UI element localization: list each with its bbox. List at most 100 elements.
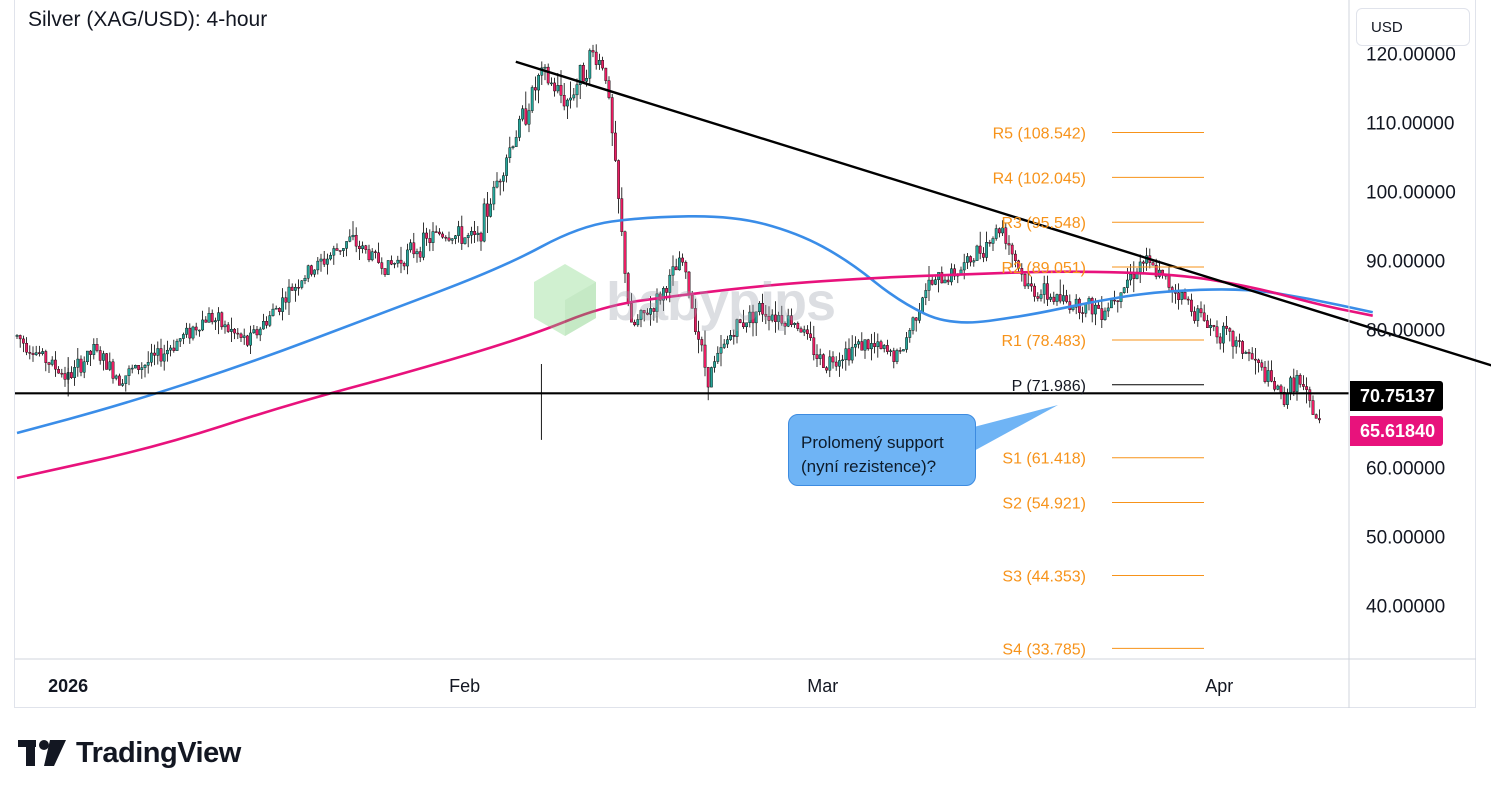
candle-body [383,268,387,275]
candle-body [873,343,877,347]
candle-body [63,373,67,380]
candle-body [1276,385,1280,390]
candle-body [674,266,678,271]
candle-body [569,97,573,101]
candle-body [1289,377,1293,395]
candle-body [754,311,758,324]
candle-body [521,108,525,120]
last-price-badge: 65.61840 [1350,416,1444,446]
callout-pointer [970,405,1058,452]
pivot-label: S2 (54.921) [1002,496,1086,513]
chart-overlays [15,60,1491,452]
candle-body [1228,328,1232,332]
candle-body [1129,274,1133,281]
pivot-label: R4 (102.045) [993,170,1086,187]
candle-body [1125,279,1129,288]
candle-body [85,350,89,363]
currency-button[interactable]: USD [1356,8,1470,46]
candle-body [1167,275,1171,288]
candle-body [185,327,188,335]
candle-body [1033,285,1037,297]
candle-body [178,338,182,342]
candle-body [1295,374,1299,392]
candle-body [271,308,275,316]
candle-body [476,232,480,235]
candle-body [982,253,985,258]
candle-body [838,360,841,367]
candle-body [316,260,320,271]
candle-body [338,250,342,252]
candle-body [978,245,982,254]
ma-fast-line [16,215,1374,435]
candle-body [1026,283,1030,287]
candle-body [553,82,557,92]
candle-body [489,203,492,217]
tradingview-logo[interactable]: TradingView [18,736,241,770]
candle-body [882,345,886,349]
candle-body [524,108,528,125]
candle-body [927,279,931,291]
candle-body [265,321,268,326]
candle-body [54,359,57,370]
candle-body [197,329,201,332]
price-chart[interactable]: R5 (108.542) R4 (102.045) R3 (95.548) R2 (8… [0,0,1491,710]
candle-body [1237,340,1241,342]
candle-body [41,351,45,354]
candle-body [620,198,624,232]
candle-body [156,348,160,356]
candle-body [1106,307,1110,312]
candle-body [591,50,595,53]
candle-body [114,375,118,379]
candle-body [546,66,550,84]
candle-body [761,303,765,315]
candle-body [348,236,352,242]
candle-body [1074,298,1078,308]
tradingview-icon [18,740,66,766]
candle-body [684,261,688,273]
candle-body [508,147,512,159]
callout-line-2: (nyní rezistence)? [801,457,937,476]
candle-body [153,352,156,356]
candle-body [780,315,784,324]
candle-body [1260,362,1264,368]
candle-body [706,367,710,388]
watermark-text: babypips [606,272,836,332]
candle-body [953,268,957,277]
candle-body [249,332,252,346]
candle-body [482,203,486,242]
candle-body [610,97,614,134]
descending-trendline[interactable] [515,60,1491,388]
candle-body [614,132,617,161]
candle-body [431,231,435,243]
candle-body [44,351,48,363]
candle-body [479,232,483,242]
x-tick-label: Feb [449,676,480,696]
candle-body [268,315,272,326]
candle-body [262,321,265,330]
candle-body [95,344,99,351]
candle-body [162,353,166,362]
candle-body [92,344,96,355]
candle-body [783,322,787,327]
candle-body [850,346,854,361]
candle-body [767,316,771,321]
candle-body [287,286,291,303]
candle-body [540,67,544,76]
candle-body [646,312,649,315]
axes: 120.00000 110.00000 100.00000 90.00000 80.00… [15,0,1476,708]
candle-body [281,297,284,312]
candle-body [1061,295,1065,302]
candle-body [25,342,28,353]
candle-body [790,315,793,325]
candle-body [742,322,745,328]
candle-body [1244,351,1248,354]
candle-body [735,319,739,337]
candlestick-series [15,44,1321,440]
candle-body [409,242,412,251]
candle-body [1247,351,1251,354]
candle-body [447,237,451,241]
candle-body [722,343,726,348]
candle-body [857,341,861,345]
candle-body [559,85,563,96]
candle-body [550,82,553,85]
